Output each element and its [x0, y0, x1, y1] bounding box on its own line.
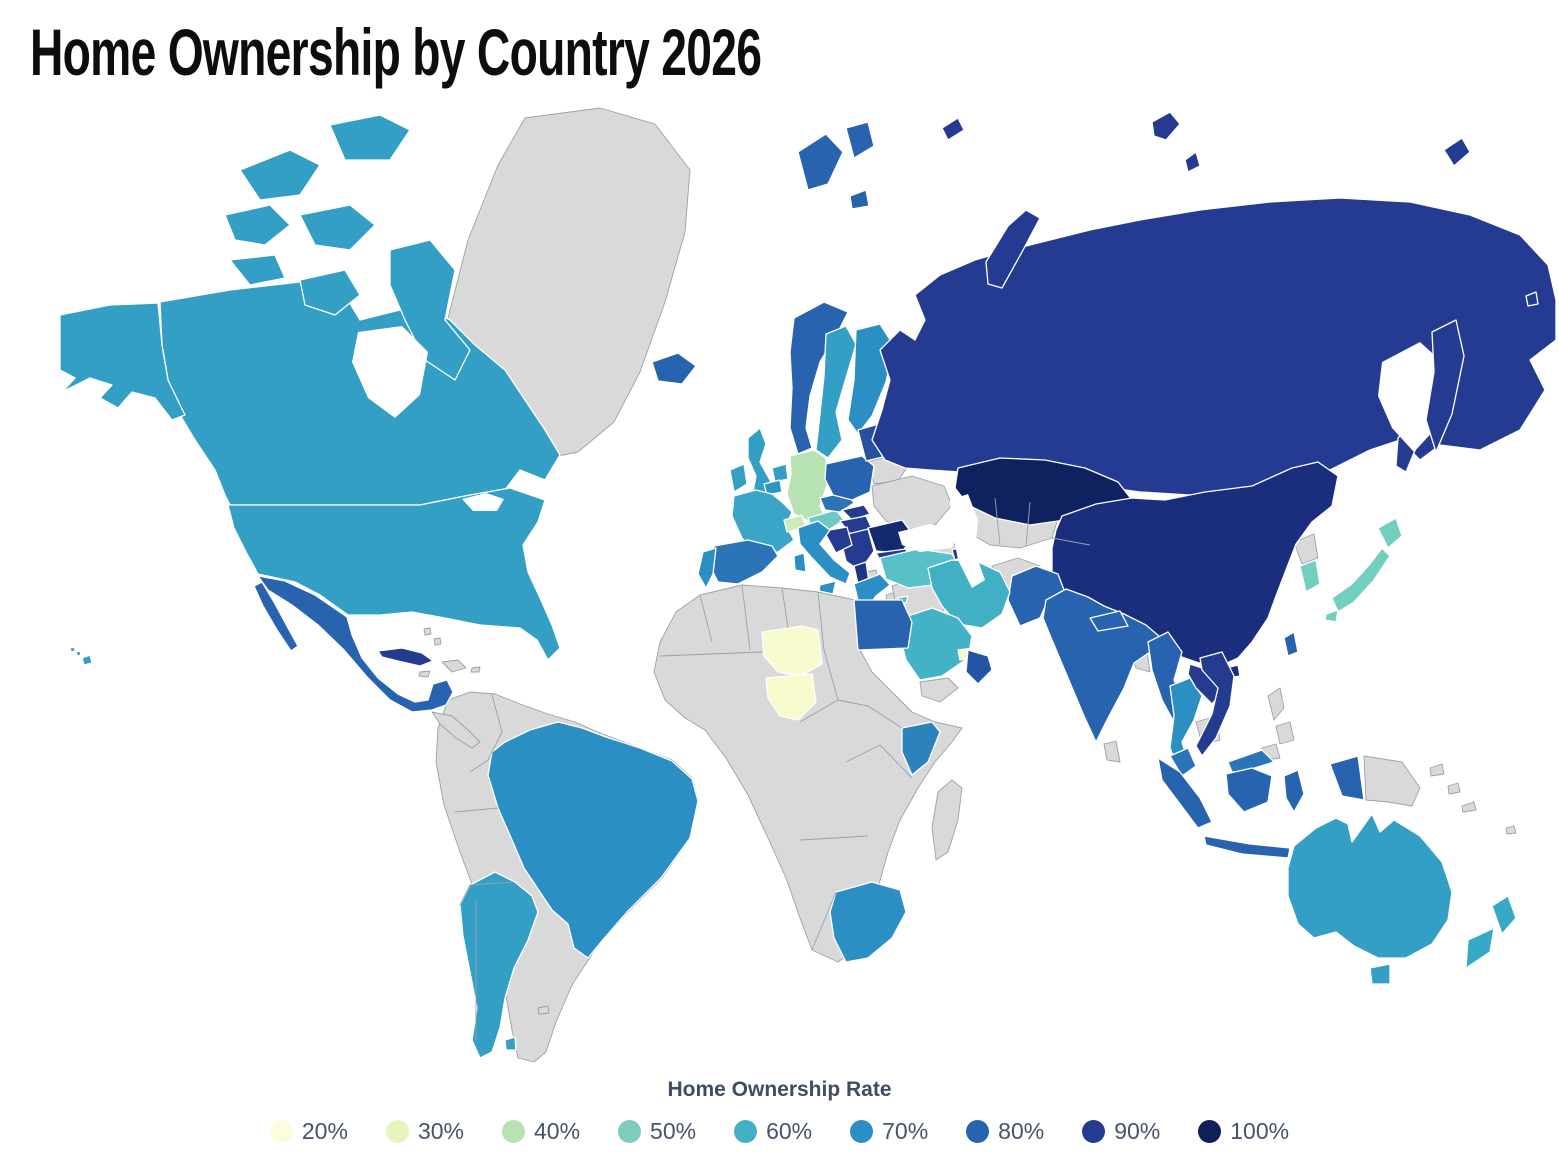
country-egypt[interactable]	[853, 599, 913, 651]
legend-item[interactable]: 40%	[501, 1118, 581, 1145]
africa-internal-borders	[659, 584, 913, 951]
legend-row: 20% 30% 40% 50% 60% 70% 80% 90% 100%	[0, 1118, 1559, 1145]
legend-label: 80%	[998, 1118, 1045, 1144]
legend-item[interactable]: 50%	[618, 1118, 696, 1145]
caspian-sea-water	[950, 494, 985, 588]
country-south-korea[interactable]	[1299, 559, 1321, 593]
legend-swatch-icon	[734, 1120, 758, 1143]
legend-swatch-icon	[1198, 1120, 1222, 1143]
country-norway[interactable]	[789, 301, 849, 455]
legend-swatch-icon	[1082, 1120, 1106, 1143]
svalbard-islands[interactable]	[797, 121, 875, 210]
country-brazil[interactable]	[487, 721, 699, 959]
canada-arctic-islands[interactable]	[224, 114, 471, 381]
legend-swatch-icon	[966, 1120, 990, 1143]
legend-item[interactable]: 30%	[385, 1118, 464, 1145]
country-papua-new-guinea[interactable]	[1363, 755, 1461, 807]
country-portugal[interactable]	[697, 547, 717, 589]
russia-arctic-islands[interactable]	[941, 111, 1539, 307]
sea-of-okhotsk-water	[1378, 342, 1442, 452]
bahamas-islets[interactable]	[423, 627, 442, 646]
legend-item[interactable]: 100%	[1198, 1118, 1289, 1145]
south-america-internal-borders	[454, 694, 513, 1040]
legend-label: 30%	[417, 1118, 464, 1144]
country-taiwan[interactable]	[1283, 631, 1299, 657]
legend-label: 70%	[882, 1118, 929, 1144]
country-new-zealand[interactable]	[1465, 895, 1517, 969]
country-belgium[interactable]	[763, 479, 783, 496]
country-croatia[interactable]	[823, 526, 853, 554]
country-vietnam[interactable]	[1195, 651, 1235, 757]
country-north-korea[interactable]	[1293, 533, 1319, 565]
legend-swatch-icon	[850, 1120, 874, 1143]
legend-swatch-icon	[385, 1120, 409, 1143]
country-falklands[interactable]	[537, 1005, 550, 1015]
country-russia[interactable]	[871, 197, 1557, 496]
country-niger[interactable]	[761, 625, 823, 677]
country-jamaica[interactable]	[418, 670, 431, 678]
country-madagascar[interactable]	[931, 779, 963, 861]
legend-label: 50%	[650, 1118, 697, 1144]
country-yemen[interactable]	[919, 677, 959, 703]
country-argentina[interactable]	[459, 871, 539, 1059]
legend-item[interactable]: 80%	[966, 1118, 1044, 1145]
legend-swatch-icon	[618, 1120, 642, 1143]
region-central-america[interactable]	[431, 711, 481, 749]
country-sri-lanka[interactable]	[1103, 740, 1121, 763]
legend-label: 60%	[766, 1118, 813, 1144]
legend-label: 90%	[1114, 1118, 1161, 1144]
country-philippines[interactable]	[1261, 687, 1295, 761]
country-italy[interactable]	[793, 520, 851, 595]
water-overlays	[352, 326, 1442, 588]
country-nepal[interactable]	[1089, 610, 1129, 632]
legend-label: 100%	[1230, 1118, 1290, 1144]
great-lakes-water	[462, 493, 504, 511]
legend-item[interactable]: 70%	[850, 1118, 928, 1145]
black-sea-water	[898, 524, 958, 552]
legend-label: 20%	[301, 1118, 348, 1144]
legend: Home Ownership Rate 20% 30% 40% 50% 60% 70% 80…	[0, 1078, 1559, 1145]
country-usa-alaska[interactable]	[59, 302, 186, 421]
country-india[interactable]	[1042, 588, 1161, 743]
pacific-islands[interactable]	[1461, 801, 1517, 835]
hudson-bay-water	[352, 326, 428, 418]
asia-internal-borders	[994, 497, 1091, 547]
legend-swatch-icon	[269, 1120, 293, 1143]
country-germany[interactable]	[786, 449, 829, 523]
country-sweden[interactable]	[815, 325, 857, 459]
country-south-africa[interactable]	[829, 881, 907, 963]
legend-item[interactable]: 90%	[1082, 1118, 1160, 1145]
russia-kamchatka[interactable]	[1425, 319, 1465, 453]
country-puerto-rico[interactable]	[470, 666, 481, 673]
country-iceland[interactable]	[651, 352, 697, 385]
country-spain[interactable]	[709, 539, 779, 585]
page-title: Home Ownership by Country 2026	[30, 15, 762, 89]
country-ireland[interactable]	[729, 463, 748, 493]
legend-swatch-icon	[501, 1120, 525, 1143]
hawaii-islands[interactable]	[69, 646, 93, 666]
country-nigeria[interactable]	[765, 673, 817, 721]
country-hispaniola[interactable]	[441, 659, 467, 673]
legend-label: 40%	[533, 1118, 581, 1144]
country-netherlands[interactable]	[771, 463, 789, 483]
country-ukraine[interactable]	[871, 475, 953, 531]
country-japan[interactable]	[1324, 517, 1403, 623]
country-cuba[interactable]	[377, 647, 434, 667]
country-mexico[interactable]	[253, 575, 454, 713]
country-australia[interactable]	[1287, 813, 1453, 985]
legend-title: Home Ownership Rate	[667, 1078, 892, 1101]
country-poland[interactable]	[824, 455, 875, 501]
country-usa[interactable]	[227, 487, 561, 661]
country-kenya[interactable]	[901, 721, 941, 776]
country-oman[interactable]	[965, 649, 993, 685]
legend-item[interactable]: 60%	[734, 1118, 812, 1145]
legend-item[interactable]: 20%	[269, 1118, 348, 1145]
